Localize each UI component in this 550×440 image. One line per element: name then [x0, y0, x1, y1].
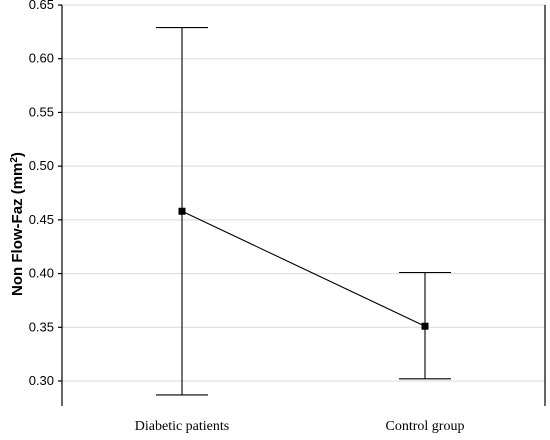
data-point — [178, 207, 186, 215]
series-line-path — [181, 210, 426, 327]
y-tick-label: 0.55 — [29, 104, 54, 119]
data-point — [421, 322, 429, 330]
x-category-labels: Diabetic patients Control group — [135, 419, 465, 434]
y-tick-label: 0.35 — [29, 319, 54, 334]
x-category-label: Diabetic patients — [135, 419, 229, 434]
error-bars — [156, 27, 451, 396]
y-tick-label: 0.60 — [29, 51, 54, 66]
series-line — [181, 210, 426, 327]
x-category-label: Control group — [386, 419, 465, 434]
y-tick-label: 0.50 — [29, 158, 54, 173]
y-tick-label: 0.30 — [29, 373, 54, 388]
y-axis-label: Non Flow-Faz (mm2) — [9, 152, 27, 296]
y-tick-label: 0.40 — [29, 266, 54, 281]
grid-lines — [62, 4, 545, 382]
y-tick-label: 0.45 — [29, 212, 54, 227]
data-points — [178, 207, 429, 330]
y-tick-label: 0.65 — [29, 0, 54, 12]
y-tick-labels: 0.30 0.35 0.40 0.45 0.50 0.55 0.60 0.65 — [29, 0, 62, 388]
